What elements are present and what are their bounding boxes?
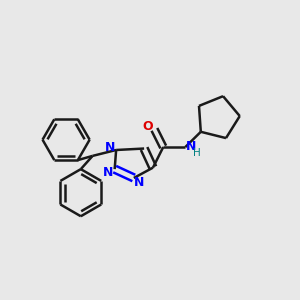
Text: N: N	[185, 140, 196, 153]
Text: N: N	[104, 141, 115, 154]
Text: N: N	[103, 166, 113, 179]
Text: O: O	[142, 120, 153, 133]
Text: H: H	[193, 148, 200, 158]
Text: N: N	[134, 176, 144, 189]
